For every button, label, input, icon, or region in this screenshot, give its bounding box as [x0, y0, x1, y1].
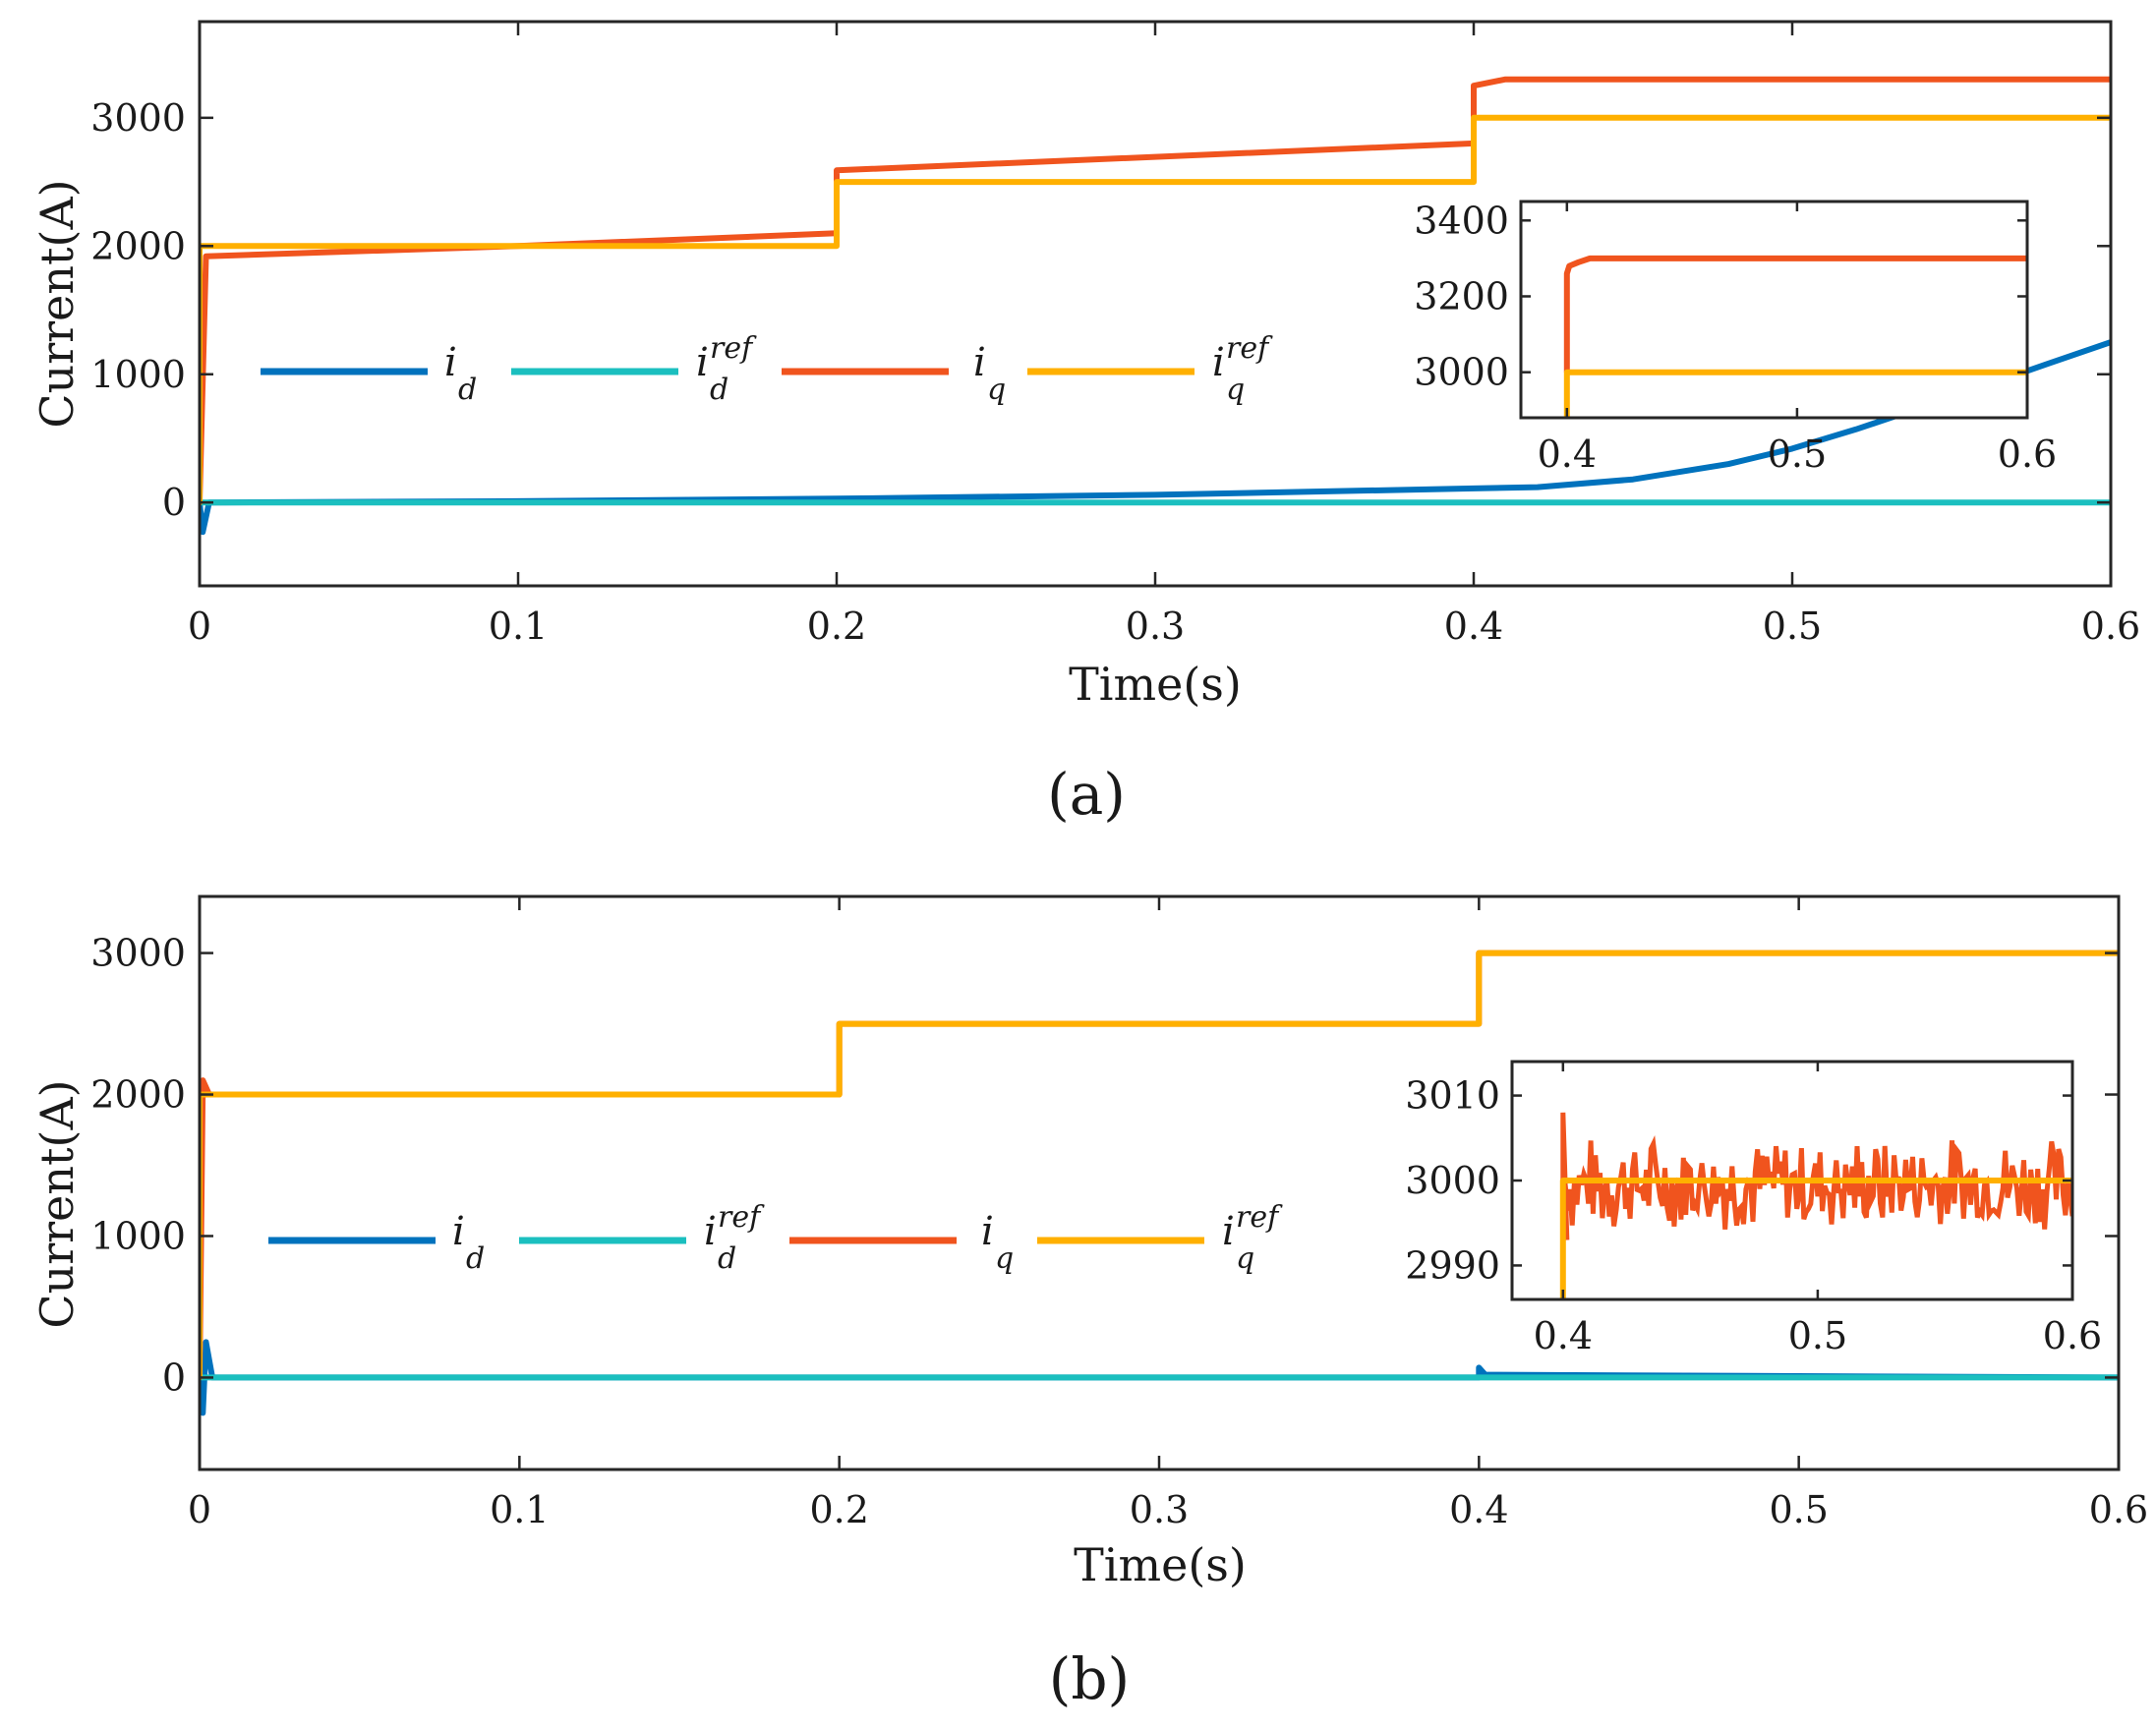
- inset-series-i_q-ref: [1559, 1178, 2072, 1299]
- y-tick-label: 1000: [90, 1214, 186, 1257]
- x-tick-label: 0.4: [1444, 605, 1503, 648]
- legend-label: i: [452, 1209, 465, 1254]
- legend-label-sub: d: [458, 373, 477, 407]
- inset-series-group: [1563, 255, 2027, 418]
- inset: 0.4 0.5 0.6 2990 3000 3010: [1405, 1060, 2102, 1357]
- x-tick-label: 0.5: [1763, 605, 1822, 648]
- y-tick-label: 1000: [90, 353, 186, 396]
- inset-y-tick-label: 3000: [1414, 351, 1509, 394]
- series-line-i_q-ref: [200, 950, 2119, 1381]
- legend-label-sup: ref: [718, 1200, 765, 1235]
- legend-label-sup: ref: [1226, 331, 1273, 366]
- inset-frame: [1519, 200, 2029, 420]
- legend-label-sup: ref: [710, 331, 757, 366]
- legend-label: i: [444, 340, 457, 385]
- inset-y-tick-label: 3000: [1405, 1159, 1500, 1202]
- x-tick-label: 0.2: [809, 1488, 868, 1531]
- y-axis-label: Current(A): [30, 1079, 84, 1328]
- legend-label-sub: d: [710, 373, 728, 407]
- y-tick-label: 0: [162, 481, 186, 524]
- legend-label: i: [981, 1209, 994, 1254]
- panel-a: 0 0.1 0.2 0.3 0.4 0.5 0.60100020003000Current(…: [30, 20, 2140, 828]
- x-tick-label: 0.6: [2081, 605, 2140, 648]
- x-tick-label: 0: [188, 1488, 211, 1531]
- inset-y-tick-label: 3400: [1414, 199, 1509, 242]
- y-tick-label: 0: [162, 1355, 186, 1399]
- x-axis-label: Time(s): [1074, 1538, 1247, 1591]
- inset-x-tick-label: 0.5: [1768, 432, 1827, 476]
- panel-label: (a): [1047, 761, 1126, 828]
- inset: 0.4 0.5 0.6 3000 3200 3400: [1414, 199, 2057, 476]
- legend-label-sub: d: [466, 1241, 485, 1276]
- x-tick-label: 0.6: [2089, 1488, 2148, 1531]
- y-tick-label: 3000: [90, 932, 186, 975]
- x-tick-label: 0.3: [1126, 605, 1185, 648]
- x-tick-label: 0.2: [807, 605, 866, 648]
- inset-y-tick-label: 3010: [1405, 1074, 1500, 1118]
- x-tick-label: 0.3: [1130, 1488, 1189, 1531]
- legend-label: i: [704, 1209, 717, 1254]
- legend-label: i: [696, 340, 709, 385]
- series-line-i_q-ref: [200, 114, 2111, 506]
- y-tick-label: 2000: [90, 224, 186, 267]
- x-tick-label: 0.1: [489, 605, 548, 648]
- legend-label: i: [1212, 340, 1225, 385]
- series-line-i_q: [200, 76, 2111, 506]
- legend-label-sub: q: [1226, 373, 1245, 407]
- series-group: [200, 950, 2119, 1416]
- inset-series-i_q: [1563, 255, 2027, 373]
- panel-b: 0 0.1 0.2 0.3 0.4 0.5 0.6 0 1000 2000 3000 Current(…: [30, 894, 2148, 1712]
- y-axis-label: Current(A): [30, 179, 84, 428]
- y-tick-label: 2000: [90, 1073, 186, 1117]
- x-tick-label: 0.1: [490, 1488, 549, 1531]
- panel-label: (b): [1049, 1645, 1130, 1712]
- x-tick-label: 0: [188, 605, 211, 648]
- inset-area: [1521, 202, 2027, 418]
- inset-y-tick-label: 2990: [1405, 1243, 1500, 1287]
- x-tick-label: 0.4: [1449, 1488, 1508, 1531]
- legend-label-sub: d: [718, 1241, 736, 1276]
- inset-x-tick-label: 0.6: [1998, 432, 2057, 476]
- inset-x-tick-label: 0.6: [2043, 1314, 2102, 1357]
- x-axis-label: Time(s): [1069, 658, 1242, 711]
- inset-x-tick-label: 0.5: [1788, 1314, 1847, 1357]
- inset-y-tick-label: 3200: [1414, 274, 1509, 317]
- inset-series-i_q-ref: [1563, 369, 2027, 418]
- x-tick-label: 0.5: [1769, 1488, 1828, 1531]
- legend-label: i: [973, 340, 986, 385]
- legend-label-sup: ref: [1236, 1200, 1283, 1235]
- inset-series-group: [1559, 1112, 2072, 1299]
- legend-label-sub: q: [995, 1241, 1014, 1276]
- inset-x-tick-label: 0.4: [1538, 432, 1597, 476]
- legend-label: i: [1222, 1209, 1235, 1254]
- legend-label-sub: q: [987, 373, 1006, 407]
- y-tick-label: 3000: [90, 96, 186, 140]
- legend-label-sub: q: [1236, 1241, 1254, 1276]
- inset-x-tick-label: 0.4: [1534, 1314, 1593, 1357]
